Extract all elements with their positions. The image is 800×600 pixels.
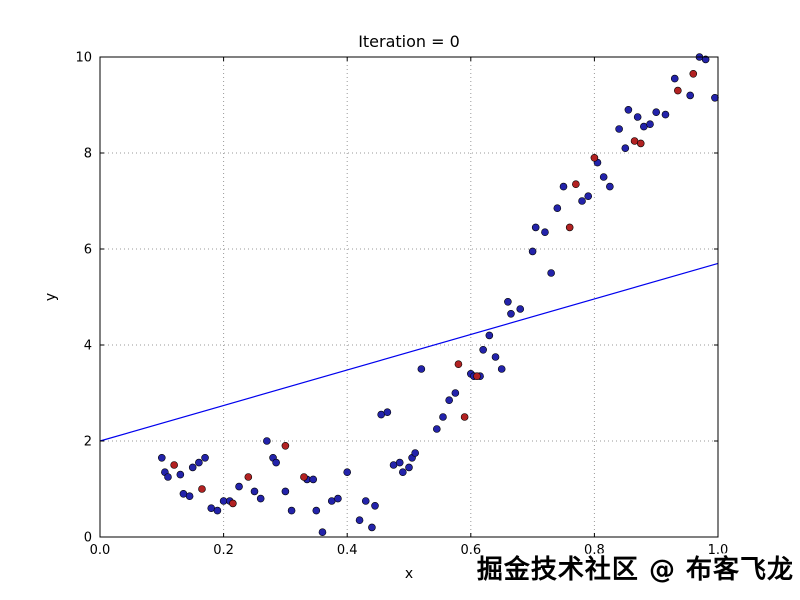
blue-point — [479, 345, 487, 354]
blue-point — [547, 269, 555, 277]
blue-point — [633, 113, 642, 121]
blue-point — [312, 506, 321, 515]
blue-point — [355, 516, 364, 525]
blue-point — [507, 309, 515, 318]
blue-point — [318, 528, 327, 537]
blue-point — [176, 470, 185, 479]
blue-point — [541, 228, 549, 236]
blue-point — [584, 192, 593, 200]
blue-point — [250, 487, 259, 496]
red-point — [572, 180, 580, 188]
x-axis-label: x — [405, 566, 413, 582]
blue-point — [516, 305, 525, 313]
blue-point — [701, 55, 710, 64]
blue-point — [433, 425, 441, 433]
blue-point — [578, 197, 586, 205]
x-tick-label: 0.4 — [337, 543, 358, 558]
y-tick-label: 6 — [84, 243, 92, 258]
blue-point — [213, 506, 222, 515]
blue-point — [559, 182, 568, 191]
blue-point — [711, 94, 719, 102]
blue-point — [686, 91, 694, 100]
blue-point — [195, 458, 203, 467]
blue-point — [371, 501, 379, 510]
blue-point — [361, 497, 370, 505]
blue-point — [256, 494, 265, 503]
blue-point — [281, 487, 290, 496]
blue-point — [309, 475, 318, 484]
axes-frame — [99, 56, 719, 538]
blue-point — [491, 353, 500, 361]
red-point — [229, 499, 237, 508]
red-point — [689, 70, 698, 78]
blue-point — [405, 463, 413, 472]
blue-point — [504, 297, 512, 306]
chart-title: Iteration = 0 — [358, 32, 460, 51]
blue-point — [263, 437, 271, 445]
blue-point — [287, 506, 296, 515]
blue-point — [411, 449, 419, 457]
y-axis-label: y — [43, 293, 59, 301]
blue-point — [553, 204, 562, 212]
red-point — [198, 485, 206, 493]
red-point — [170, 461, 178, 469]
blue-point — [606, 182, 614, 191]
blue-point — [164, 473, 172, 481]
y-tick-label: 8 — [84, 147, 92, 162]
blue-point — [158, 453, 166, 462]
red-point — [300, 473, 308, 481]
red-point — [244, 473, 253, 481]
x-tick-label: 0.8 — [584, 543, 605, 558]
blue-point — [497, 365, 506, 373]
x-tick-label: 0.2 — [213, 543, 234, 558]
red-point — [460, 413, 469, 421]
blue-point — [599, 173, 608, 181]
red-point — [454, 360, 463, 369]
red-point — [590, 154, 599, 162]
red-point — [565, 223, 574, 232]
blue-point — [399, 468, 407, 477]
blue-point — [439, 413, 447, 421]
blue-point — [445, 396, 453, 405]
blue-point — [528, 247, 537, 256]
y-tick-label: 0 — [84, 531, 92, 546]
blue-point — [395, 458, 404, 467]
blue-point — [334, 494, 342, 503]
blue-point — [383, 408, 392, 417]
blue-point — [670, 74, 679, 83]
blue-point — [646, 120, 654, 128]
x-tick-label: 1.0 — [708, 543, 729, 558]
blue-point — [615, 125, 623, 133]
red-point — [674, 86, 682, 95]
blue-point — [235, 482, 243, 491]
y-tick-label: 10 — [75, 51, 92, 66]
red-point — [281, 441, 290, 450]
red-point — [473, 372, 481, 381]
blue-point — [621, 144, 630, 152]
y-tick-label: 2 — [84, 435, 92, 450]
blue-point — [661, 110, 670, 119]
blue-point — [343, 468, 352, 477]
blue-point — [417, 365, 426, 373]
blue-point — [272, 458, 280, 467]
blue-point — [188, 463, 197, 472]
fit-line — [99, 262, 719, 442]
x-tick-label: 0.6 — [460, 543, 481, 558]
blue-point — [185, 492, 194, 501]
blue-point — [485, 331, 494, 340]
blue-point — [652, 108, 661, 116]
blue-point — [531, 223, 540, 232]
blue-point — [201, 453, 209, 462]
y-tick-label: 4 — [84, 339, 92, 354]
blue-point — [451, 389, 460, 397]
blue-point — [624, 106, 633, 114]
red-point — [636, 139, 645, 148]
x-tick-label: 0.0 — [90, 543, 111, 558]
blue-point — [368, 523, 376, 532]
